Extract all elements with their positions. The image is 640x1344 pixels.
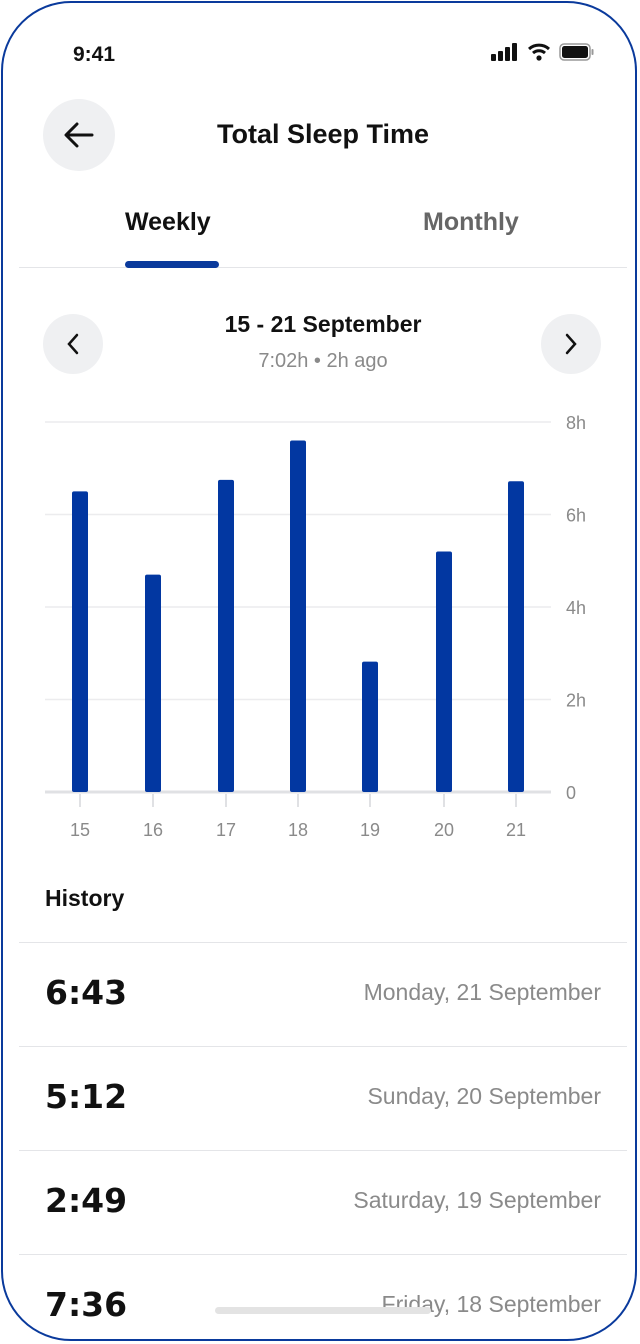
home-indicator[interactable]	[215, 1307, 431, 1314]
battery-icon	[559, 43, 594, 61]
bar	[508, 481, 524, 792]
tab-weekly[interactable]: Weekly	[125, 208, 211, 236]
x-tick-label: 19	[360, 820, 380, 840]
previous-week-button[interactable]	[43, 314, 103, 374]
history-date: Sunday, 20 September	[367, 1083, 601, 1109]
bar	[72, 491, 88, 792]
bar	[218, 479, 234, 792]
x-tick-label: 18	[288, 820, 308, 840]
period-summary: 7:02h • 2h ago	[258, 350, 388, 372]
y-tick-label: 8h	[566, 413, 586, 433]
history-row[interactable]: 7:36 Friday, 18 September	[19, 1254, 627, 1339]
history-row[interactable]: 5:12 Sunday, 20 September	[19, 1046, 627, 1151]
page-title: Total Sleep Time	[216, 119, 430, 149]
status-time: 9:41	[73, 43, 116, 66]
x-tick-label: 20	[434, 820, 454, 840]
x-tick-label: 21	[506, 820, 526, 840]
wifi-icon	[528, 43, 550, 61]
signal-icon	[491, 43, 517, 61]
status-icons	[491, 43, 595, 61]
sleep-duration: 5:12	[45, 1077, 128, 1116]
sleep-duration: 7:36	[45, 1285, 128, 1324]
tab-divider	[19, 267, 627, 268]
bar	[436, 551, 452, 792]
history-date: Monday, 21 September	[363, 979, 601, 1005]
date-range: 15 - 21 September	[224, 311, 422, 337]
y-tick-label: 4h	[566, 598, 586, 618]
chevron-right-icon	[565, 333, 577, 355]
x-tick-label: 17	[216, 820, 236, 840]
tab-monthly[interactable]: Monthly	[423, 208, 519, 236]
sleep-duration: 6:43	[45, 973, 128, 1012]
history-row[interactable]: 2:49 Saturday, 19 September	[19, 1150, 627, 1255]
history-date: Saturday, 19 September	[353, 1187, 601, 1213]
arrow-left-icon	[64, 122, 94, 148]
y-tick-label: 0	[566, 783, 576, 803]
y-tick-label: 6h	[566, 506, 586, 526]
active-tab-indicator	[125, 261, 219, 268]
y-tick-label: 2h	[566, 691, 586, 711]
bar	[145, 574, 161, 792]
history-title: History	[45, 885, 125, 911]
bar	[290, 440, 306, 792]
sleep-bar-chart: 0 2h 4h 6h 8h 15 16 17 18 19 20 21	[45, 413, 586, 840]
sleep-duration: 2:49	[45, 1181, 128, 1220]
next-week-button[interactable]	[541, 314, 601, 374]
history-row[interactable]: 6:43 Monday, 21 September	[19, 942, 627, 1047]
x-tick-label: 15	[70, 820, 90, 840]
bar	[362, 661, 378, 792]
back-button[interactable]	[43, 99, 115, 171]
x-tick-label: 16	[143, 820, 163, 840]
chevron-left-icon	[67, 333, 79, 355]
